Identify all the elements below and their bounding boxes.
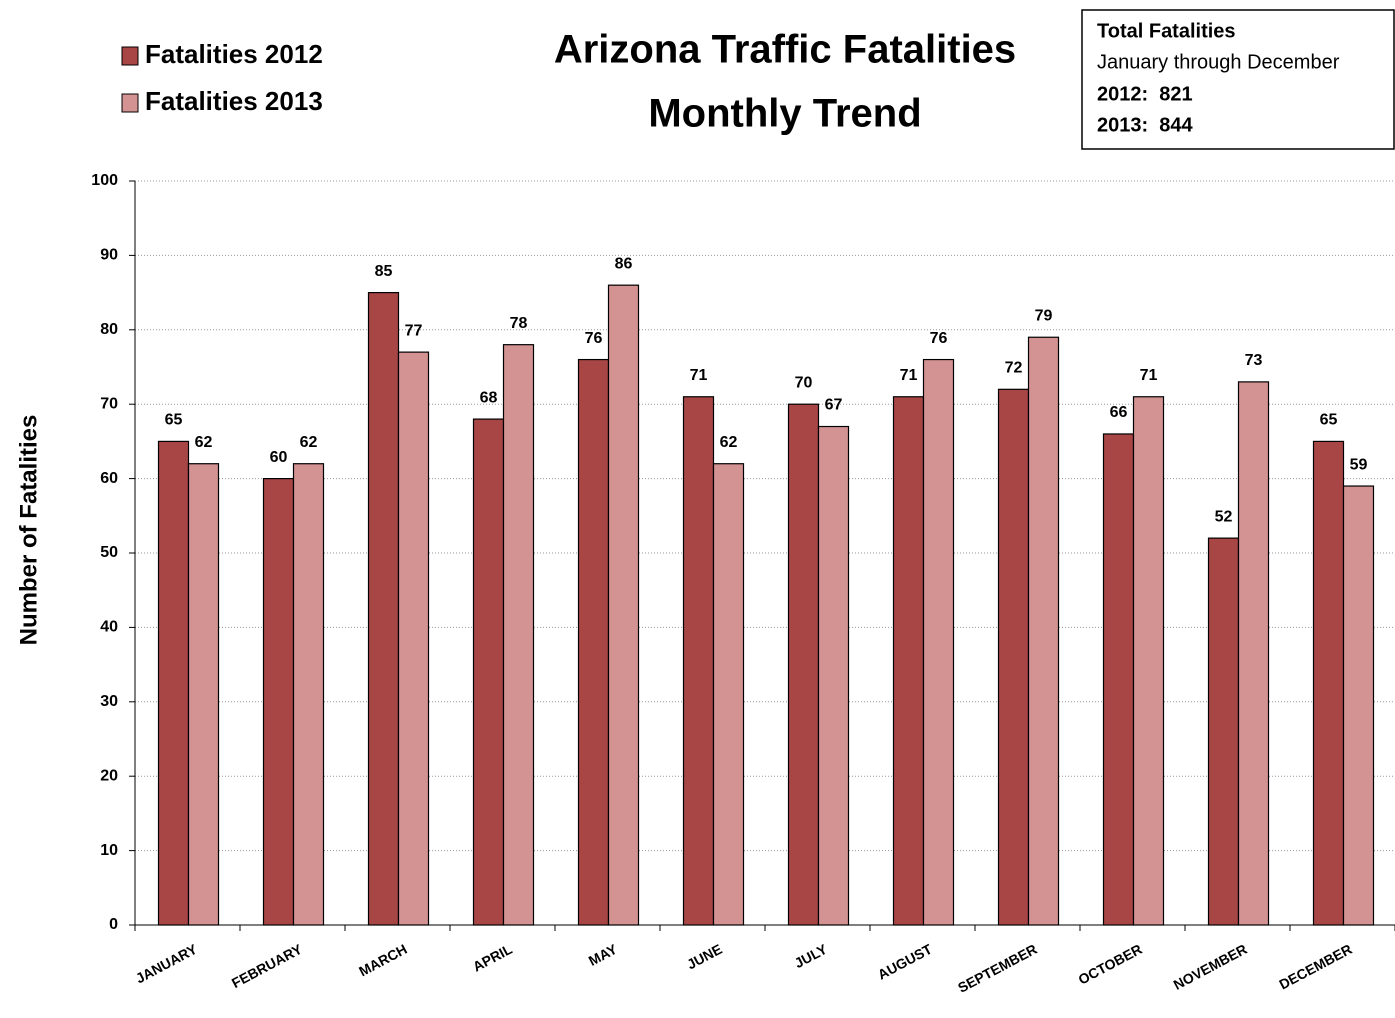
x-tick-label: OCTOBER bbox=[1076, 941, 1145, 988]
x-tick-label: NOVEMBER bbox=[1171, 941, 1250, 993]
chart-title: Monthly Trend bbox=[648, 92, 921, 136]
value-label: 72 bbox=[1005, 360, 1023, 377]
bar bbox=[1102, 433, 1135, 926]
legend-label: Fatalities 2012 bbox=[145, 39, 323, 69]
x-tick-label: JULY bbox=[792, 940, 831, 971]
x-tick-label: MAY bbox=[586, 940, 620, 968]
annotation-line: 2012: 821 bbox=[1097, 83, 1193, 105]
y-tick-label: 90 bbox=[100, 247, 118, 264]
y-tick-label: 30 bbox=[100, 693, 118, 710]
value-label: 85 bbox=[375, 263, 393, 280]
x-tick-label: DECEMBER bbox=[1276, 941, 1354, 993]
bar bbox=[712, 463, 745, 926]
bar bbox=[367, 292, 400, 926]
x-tick-label: JANUARY bbox=[133, 940, 200, 986]
y-tick-label: 20 bbox=[100, 767, 118, 784]
value-label: 65 bbox=[165, 412, 183, 429]
bar bbox=[187, 463, 220, 926]
bar bbox=[502, 344, 535, 926]
bar bbox=[1207, 537, 1240, 926]
value-label: 66 bbox=[1110, 404, 1128, 421]
value-label: 62 bbox=[300, 434, 318, 451]
value-label: 73 bbox=[1245, 352, 1263, 369]
bar bbox=[1237, 381, 1270, 926]
x-tick-label: SEPTEMBER bbox=[955, 941, 1039, 996]
chart-title: Arizona Traffic Fatalities bbox=[554, 28, 1016, 72]
value-label: 71 bbox=[690, 367, 708, 384]
bar bbox=[607, 284, 640, 926]
value-label: 77 bbox=[405, 322, 423, 339]
bar bbox=[1342, 485, 1375, 926]
legend-swatch bbox=[121, 46, 139, 66]
y-tick-label: 60 bbox=[100, 470, 118, 487]
x-tick-label: APRIL bbox=[470, 941, 515, 975]
value-label: 76 bbox=[930, 330, 948, 347]
value-label: 79 bbox=[1035, 307, 1053, 324]
legend-swatch bbox=[121, 93, 139, 113]
bar bbox=[262, 478, 295, 926]
value-label: 70 bbox=[795, 374, 813, 391]
value-label: 52 bbox=[1215, 508, 1233, 525]
bar bbox=[577, 358, 610, 926]
bar bbox=[472, 418, 505, 926]
annotation-line: 2013: 844 bbox=[1097, 114, 1194, 136]
value-label: 67 bbox=[825, 397, 843, 414]
bar bbox=[682, 396, 715, 926]
bar bbox=[997, 388, 1030, 926]
bar bbox=[1312, 440, 1345, 926]
y-tick-label: 10 bbox=[100, 842, 118, 859]
value-label: 71 bbox=[900, 367, 918, 384]
value-label: 59 bbox=[1350, 456, 1368, 473]
value-label: 62 bbox=[195, 434, 213, 451]
bar bbox=[1132, 396, 1165, 926]
value-label: 78 bbox=[510, 315, 528, 332]
y-tick-label: 50 bbox=[100, 544, 118, 561]
bar bbox=[1027, 336, 1060, 926]
bar bbox=[292, 463, 325, 926]
bar bbox=[922, 358, 955, 926]
y-tick-label: 100 bbox=[91, 172, 118, 189]
value-label: 62 bbox=[720, 434, 738, 451]
value-label: 76 bbox=[585, 330, 603, 347]
x-tick-label: AUGUST bbox=[875, 941, 935, 983]
annotation-text: January through December bbox=[1097, 51, 1340, 73]
value-label: 86 bbox=[615, 255, 633, 272]
y-tick-label: 80 bbox=[100, 321, 118, 338]
y-tick-label: 40 bbox=[100, 619, 118, 636]
legend-label: Fatalities 2013 bbox=[145, 86, 323, 116]
y-tick-label: 70 bbox=[100, 395, 118, 412]
value-label: 71 bbox=[1140, 367, 1158, 384]
bar bbox=[787, 403, 820, 926]
annotation-title: Total Fatalities bbox=[1097, 20, 1236, 42]
x-tick-label: FEBRUARY bbox=[229, 940, 305, 991]
bar bbox=[157, 440, 190, 926]
value-label: 68 bbox=[480, 389, 498, 406]
bar bbox=[892, 396, 925, 926]
y-tick-label: 0 bbox=[109, 916, 118, 933]
annotation-box bbox=[1081, 9, 1395, 150]
value-label: 65 bbox=[1320, 412, 1338, 429]
bar bbox=[397, 351, 430, 926]
x-tick-label: MARCH bbox=[356, 941, 410, 980]
y-axis-label: Number of Fatalities bbox=[15, 415, 42, 646]
x-tick-label: JUNE bbox=[684, 941, 724, 973]
value-label: 60 bbox=[270, 449, 288, 466]
bar bbox=[817, 425, 850, 926]
